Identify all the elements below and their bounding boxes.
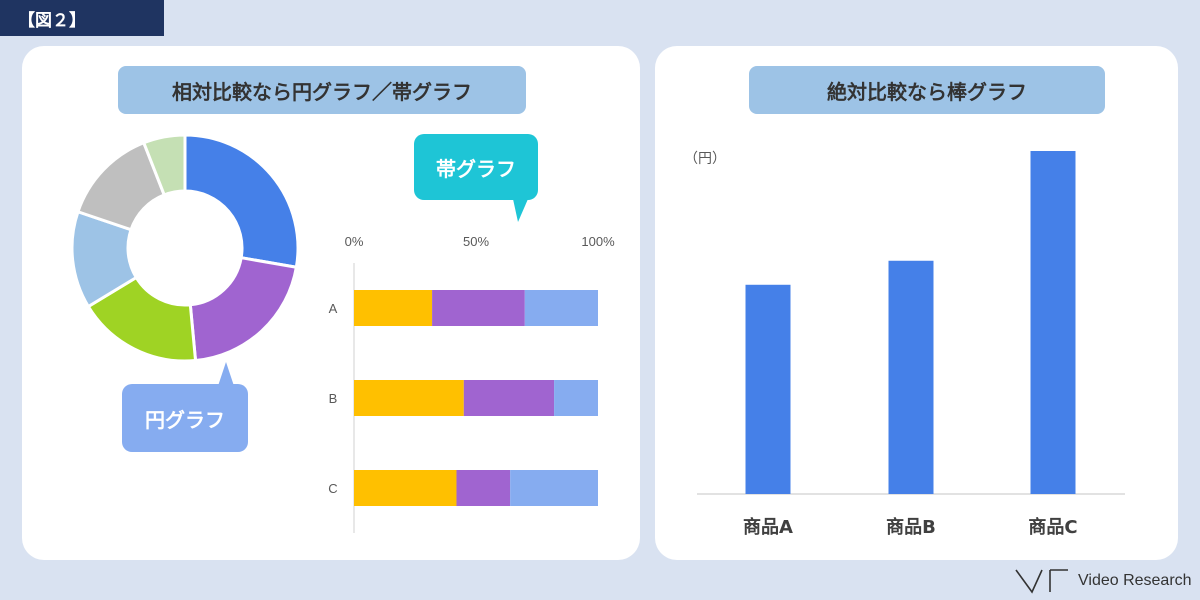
- stacked-bar-segment: [354, 290, 433, 326]
- x-tick-label: 50%: [463, 234, 489, 249]
- figure-tag: 【図２】: [0, 0, 164, 36]
- stacked-bar-segment: [432, 290, 525, 326]
- category-label: B: [329, 391, 338, 406]
- logo-text: Video Research: [1078, 572, 1192, 589]
- stacked-bar-segment: [354, 380, 464, 416]
- left-panel-title: 相対比較なら円グラフ／帯グラフ: [118, 66, 526, 114]
- video-research-logo: Video Research: [1014, 566, 1194, 596]
- bar: [1030, 151, 1076, 494]
- stacked-bar-segment: [354, 470, 457, 506]
- logo-mark-icon: [1015, 569, 1068, 594]
- x-tick-label: 100%: [581, 234, 615, 249]
- bar-category-label: 商品B: [886, 516, 936, 538]
- x-tick-label: 0%: [345, 234, 364, 249]
- bar: [745, 284, 791, 494]
- category-label: A: [329, 301, 338, 316]
- right-panel-title: 絶対比較なら棒グラフ: [749, 66, 1105, 114]
- pie-chart-bubble: 円グラフ: [122, 384, 248, 452]
- stacked-bar-segment: [510, 470, 598, 506]
- stacked-bar-segment: [456, 470, 511, 506]
- bar: [888, 260, 934, 494]
- stacked-bar-segment: [463, 380, 555, 416]
- stacked-bar-chart: 0% 50% 100% A B C: [328, 234, 615, 533]
- bar-chart: （円） 商品A 商品B 商品C: [684, 151, 1125, 538]
- pie-bubble-tail: [218, 362, 234, 386]
- donut-slice: [183, 133, 300, 269]
- category-label: C: [328, 481, 337, 496]
- bar-category-label: 商品A: [743, 516, 793, 538]
- stacked-bar-segment: [524, 290, 598, 326]
- bar-category-label: 商品C: [1028, 516, 1077, 538]
- donut-slice: [188, 255, 299, 363]
- band-bubble-tail: [513, 199, 528, 222]
- donut-chart: [70, 133, 300, 363]
- donut-slice: [141, 133, 187, 197]
- stacked-bar-segment: [554, 380, 598, 416]
- y-axis-unit-label: （円）: [684, 151, 726, 167]
- band-chart-bubble: 帯グラフ: [414, 134, 538, 200]
